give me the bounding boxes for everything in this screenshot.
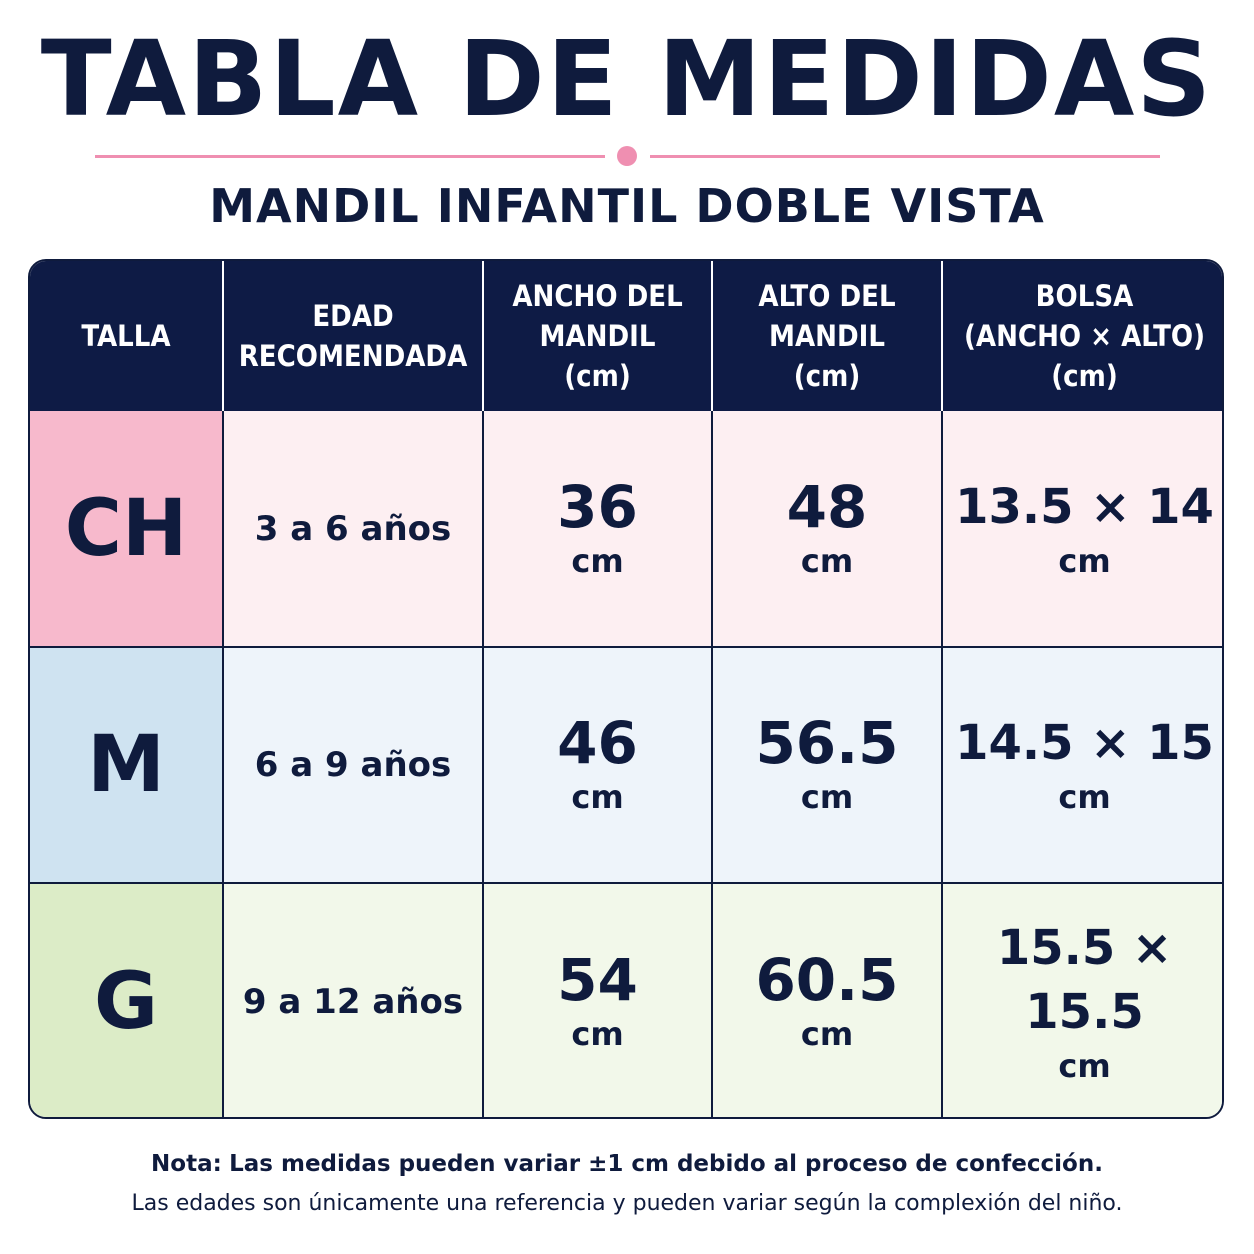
width-cell: 46 cm [483,647,713,884]
height-cell: 56.5 cm [712,647,943,884]
size-cell: CH [30,411,224,648]
note-label: Nota: [151,1151,222,1177]
width-cell: 36 cm [483,411,713,648]
height-value: 56.5 [755,709,899,777]
height-cell: 60.5 cm [712,883,943,1117]
height-cell: 48 cm [712,411,943,648]
unit-label: cm [571,778,624,816]
width-value: 46 [557,709,638,777]
table-header-row: TALLA EDAD RECOMENDADA ANCHO DEL MANDIL … [30,261,1222,411]
age-cell: 3 a 6 años [223,411,484,648]
note-line-1: Nota: Las medidas pueden variar ±1 cm de… [0,1148,1254,1180]
age-cell: 9 a 12 años [223,883,484,1117]
header-line: (cm) [564,359,631,393]
width-value: 54 [557,945,638,1014]
pocket-value: 14.5 × 15 [955,715,1214,771]
unit-label: cm [1058,541,1111,580]
header-line: ANCHO DEL [512,279,683,313]
pocket-value: 13.5 × 14 [955,478,1214,535]
page-title: TABLA DE MEDIDAS [40,18,1214,140]
pocket-cell: 14.5 × 15 cm [942,647,1222,884]
age-value: 9 a 12 años [242,981,464,1022]
pocket-value: 15.5 × 15.5 [996,919,1173,1040]
header-alto: ALTO DEL MANDIL (cm) [712,261,943,411]
header-line: (cm) [1051,359,1118,393]
page-subtitle: MANDIL INFANTIL DOBLE VISTA [209,179,1045,233]
note-text: Las medidas pueden variar ±1 cm debido a… [229,1151,1103,1177]
unit-label: cm [571,1014,624,1053]
unit-label: cm [800,1014,854,1053]
unit-label: cm [1058,1046,1111,1085]
header-line: ALTO DEL [758,279,896,313]
header-line: MANDIL [769,319,885,353]
unit-label: cm [1058,778,1111,816]
pocket-cell: 15.5 × 15.5 cm [942,883,1222,1117]
width-cell: 54 cm [483,883,713,1117]
age-value: 6 a 9 años [254,745,452,785]
divider-right [650,155,1160,158]
table-row: G 9 a 12 años 54 cm 60.5 cm 15.5 × 15.5 … [30,883,1222,1117]
divider-left [95,155,605,158]
pocket-cell: 13.5 × 14 cm [942,411,1222,648]
header-line: BOLSA [1035,279,1134,313]
header-line: (cm) [793,359,861,393]
age-cell: 6 a 9 años [223,647,484,884]
size-cell: G [30,883,224,1117]
age-value: 3 a 6 años [254,508,452,549]
size-cell: M [30,647,224,884]
header-line: EDAD [312,299,394,333]
unit-label: cm [571,541,624,580]
height-value: 60.5 [755,945,899,1014]
header-line: (ANCHO × ALTO) [963,319,1206,353]
unit-label: cm [800,541,854,580]
table-row: M 6 a 9 años 46 cm 56.5 cm 14.5 × 15 cm [30,647,1222,884]
divider-dot [617,146,637,166]
width-value: 36 [557,472,638,541]
table-row: CH 3 a 6 años 36 cm 48 cm 13.5 × 14 cm [30,411,1222,648]
header-talla: TALLA [30,261,224,411]
note-line-2: Las edades son únicamente una referencia… [131,1191,1123,1216]
unit-label: cm [800,778,854,816]
height-value: 48 [786,472,868,541]
header-ancho: ANCHO DEL MANDIL (cm) [483,261,713,411]
header-line: TALLA [81,319,171,353]
header-line: MANDIL [539,319,656,353]
header-edad: EDAD RECOMENDADA [223,261,484,411]
header-line: RECOMENDADA [238,339,468,373]
header-bolsa: BOLSA (ANCHO × ALTO) (cm) [942,261,1222,411]
size-table: TALLA EDAD RECOMENDADA ANCHO DEL MANDIL … [28,259,1224,1119]
